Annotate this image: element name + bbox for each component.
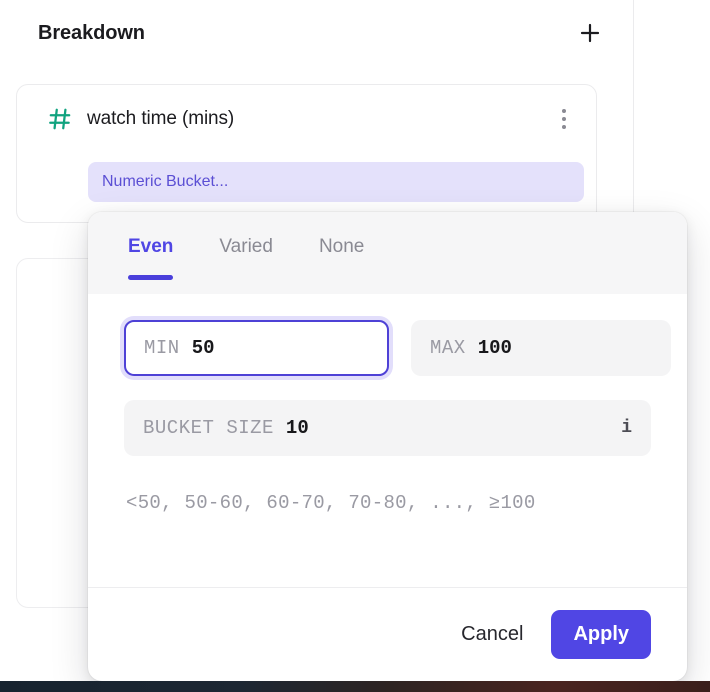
numeric-bucket-chip[interactable]: Numeric Bucket... bbox=[88, 162, 584, 202]
tab-none[interactable]: None bbox=[319, 236, 364, 280]
breakdown-header: Breakdown bbox=[0, 0, 633, 66]
max-value: 100 bbox=[477, 337, 512, 359]
breakdown-field-name: watch time (mins) bbox=[87, 108, 235, 129]
min-value: 50 bbox=[191, 337, 215, 359]
popup-tabs: Even Varied None bbox=[88, 212, 687, 294]
cancel-button[interactable]: Cancel bbox=[455, 615, 529, 654]
bottom-os-strip bbox=[0, 681, 710, 692]
plus-icon bbox=[579, 22, 601, 44]
hash-icon bbox=[47, 106, 81, 132]
add-breakdown-button[interactable] bbox=[575, 18, 605, 48]
max-label: MAX bbox=[430, 337, 466, 359]
bucket-size-input[interactable]: BUCKET SIZE 10 i bbox=[124, 400, 651, 456]
bucket-size-label: BUCKET SIZE bbox=[143, 417, 274, 439]
max-input[interactable]: MAX 100 bbox=[411, 320, 671, 376]
popup-footer: Cancel Apply bbox=[88, 587, 687, 681]
bucket-preview-text: <50, 50-60, 60-70, 70-80, ..., ≥100 bbox=[126, 492, 536, 514]
info-icon[interactable]: i bbox=[621, 418, 632, 438]
kebab-menu-icon[interactable] bbox=[552, 105, 576, 133]
min-input[interactable]: MIN 50 bbox=[124, 320, 389, 376]
page-title: Breakdown bbox=[38, 21, 145, 44]
kebab-dot bbox=[562, 109, 566, 113]
popup-body: MIN 50 MAX 100 BUCKET SIZE 10 i <50, 50-… bbox=[88, 294, 687, 587]
numeric-bucket-popup: Even Varied None MIN 50 MAX 100 BUCKET S… bbox=[88, 212, 687, 681]
tab-even[interactable]: Even bbox=[128, 236, 174, 280]
bucket-size-value: 10 bbox=[285, 417, 309, 439]
breakdown-item-row: watch time (mins) bbox=[17, 85, 596, 153]
kebab-dot bbox=[562, 117, 566, 121]
breakdown-item-card[interactable]: watch time (mins) bbox=[16, 84, 597, 223]
kebab-dot bbox=[562, 125, 566, 129]
tab-varied[interactable]: Varied bbox=[219, 236, 273, 280]
apply-button[interactable]: Apply bbox=[551, 610, 651, 659]
min-max-row: MIN 50 MAX 100 bbox=[124, 320, 671, 376]
min-label: MIN bbox=[144, 337, 180, 359]
